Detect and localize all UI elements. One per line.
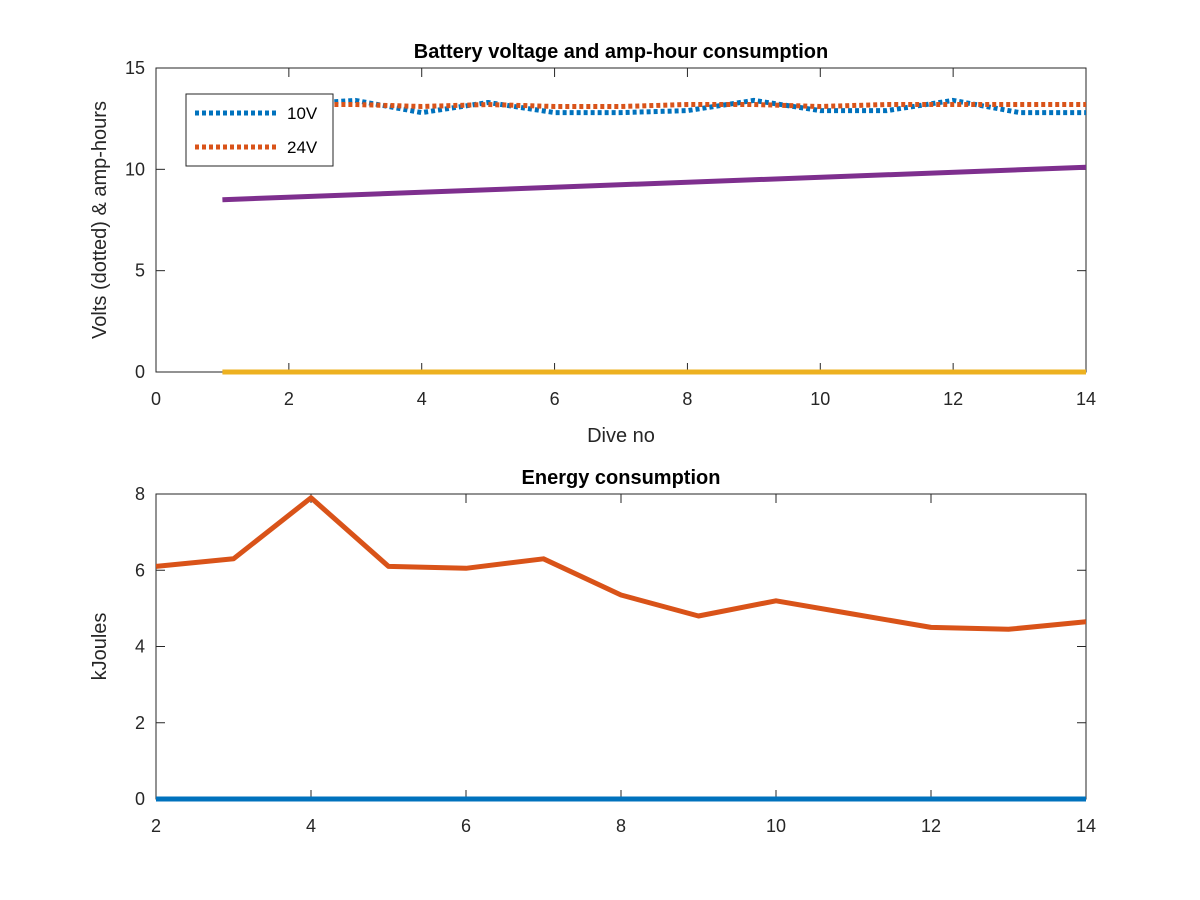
bottom-chart-xtick-label: 6: [461, 816, 471, 836]
bottom-chart-xtick-label: 12: [921, 816, 941, 836]
bottom-chart-xtick-label: 4: [306, 816, 316, 836]
top-chart-series-24v-line: [222, 102, 1086, 109]
bottom-chart-series-solid-1-line: [156, 495, 1086, 632]
top-chart-y-axis-label: Volts (dotted) & amp-hours: [89, 101, 111, 339]
bottom-chart-ytick-label: 8: [135, 484, 145, 504]
bottom-chart-ytick-label: 6: [135, 560, 145, 580]
top-chart-legend-label-10v: 10V: [287, 104, 318, 123]
top-chart-series-solid-3-line: [222, 164, 1086, 203]
top-chart-xtick-label: 8: [682, 389, 692, 409]
bottom-chart-title: Energy consumption: [522, 467, 721, 489]
top-chart-legend-label-24v: 24V: [287, 138, 318, 157]
top-chart-xtick-label: 6: [550, 389, 560, 409]
top-chart-x-axis-label: Dive no: [587, 425, 655, 447]
top-chart: 0 2 4 6 8 10 12 14 0 5 10 15 Battery voltage and amp…: [89, 41, 1096, 447]
bottom-chart-ytick-label: 0: [135, 789, 145, 809]
bottom-chart-axes-box: [155, 493, 1087, 800]
top-chart-xtick-label: 10: [810, 389, 830, 409]
top-chart-xtick-label: 2: [284, 389, 294, 409]
top-chart-ytick-label: 0: [135, 362, 145, 382]
bottom-chart-y-axis-label: kJoules: [89, 613, 111, 681]
top-chart-ytick-label: 5: [135, 261, 145, 281]
bottom-chart-xtick-label: 8: [616, 816, 626, 836]
top-chart-series-10v-line: [222, 97, 1086, 116]
top-chart-legend: 10V 24V: [185, 93, 334, 167]
bottom-chart-ytick-label: 4: [135, 637, 145, 657]
bottom-chart-xtick-label: 10: [766, 816, 786, 836]
bottom-chart-xtick-label: 14: [1076, 816, 1096, 836]
bottom-chart-ytick-label: 2: [135, 713, 145, 733]
top-chart-xtick-label: 0: [151, 389, 161, 409]
top-chart-title: Battery voltage and amp-hour consumption: [414, 41, 828, 63]
top-chart-ytick-label: 10: [125, 159, 145, 179]
bottom-chart-xtick-label: 2: [151, 816, 161, 836]
top-chart-xtick-label: 12: [943, 389, 963, 409]
top-chart-xtick-label: 4: [417, 389, 427, 409]
top-chart-legend-box: [185, 93, 334, 167]
top-chart-ytick-label: 15: [125, 58, 145, 78]
top-chart-xtick-label: 14: [1076, 389, 1096, 409]
